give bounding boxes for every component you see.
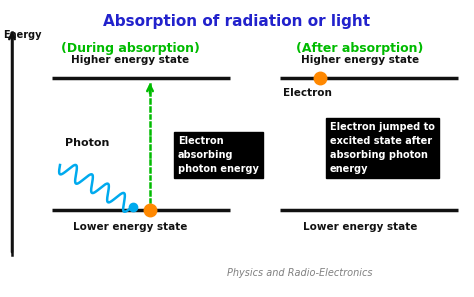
Text: Higher energy state: Higher energy state [301, 55, 419, 65]
Text: (During absorption): (During absorption) [61, 42, 200, 55]
Text: Absorption of radiation or light: Absorption of radiation or light [103, 14, 371, 29]
Text: Lower energy state: Lower energy state [303, 222, 417, 232]
Text: Electron jumped to
excited state after
absorbing photon
energy: Electron jumped to excited state after a… [330, 122, 435, 174]
Text: Lower energy state: Lower energy state [73, 222, 187, 232]
Text: Physics and Radio-Electronics: Physics and Radio-Electronics [227, 268, 373, 278]
Text: Higher energy state: Higher energy state [71, 55, 189, 65]
Text: Electron
absorbing
photon energy: Electron absorbing photon energy [178, 136, 259, 174]
Text: (After absorption): (After absorption) [296, 42, 424, 55]
Text: Energy: Energy [3, 30, 42, 40]
Text: Photon: Photon [65, 138, 109, 148]
Text: Electron: Electron [283, 88, 332, 98]
